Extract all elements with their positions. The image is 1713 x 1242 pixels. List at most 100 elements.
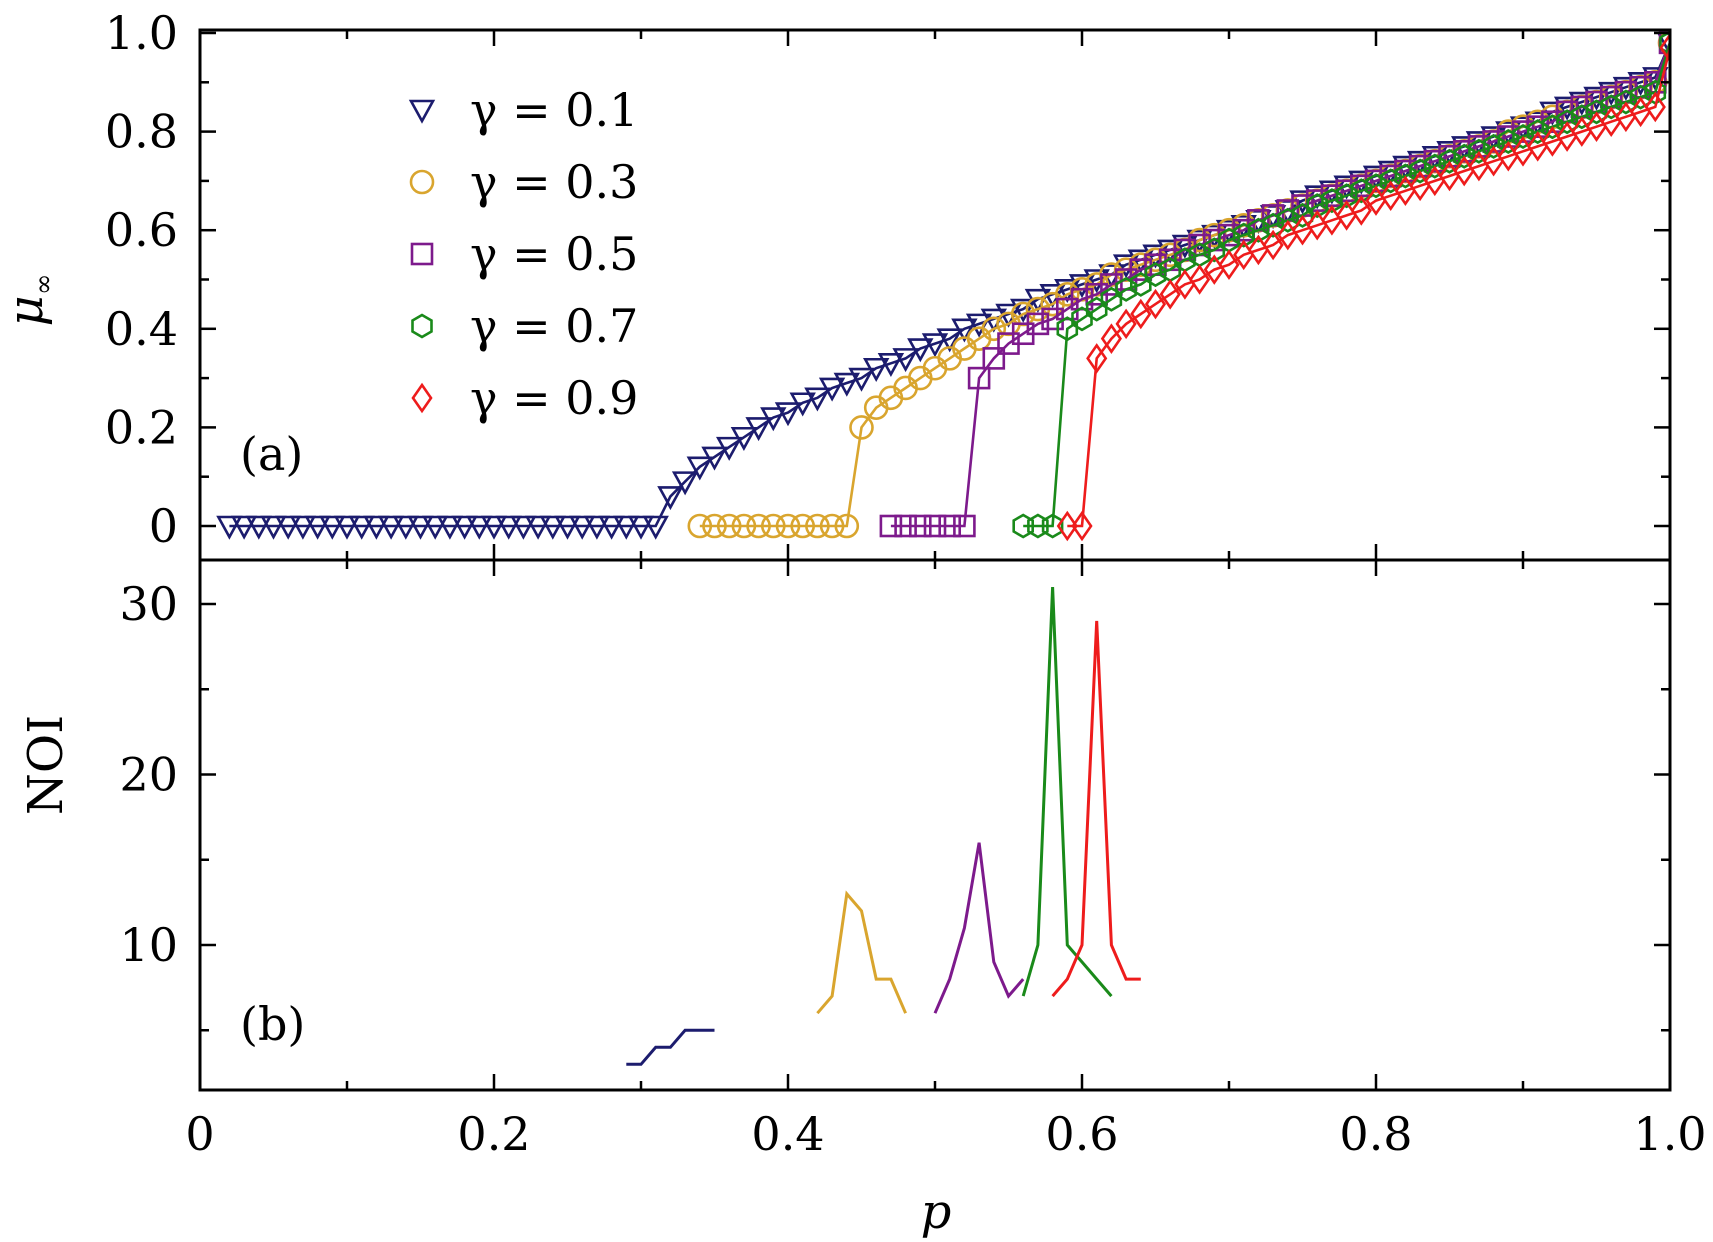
panel-a-series-0.9-point [1262,229,1284,261]
panel-a-series-0.7-point [1027,513,1049,539]
panel-a-series-0.7-point [1453,143,1475,169]
panel-a-y-tick-label: 0.8 [105,105,178,159]
panel-a-series-0.1-point [510,515,537,540]
panel-a-series-0.1-point [289,515,317,540]
panel-a-series-0.9-point [1659,32,1670,64]
panel-a-y-tick-label: 0 [149,499,178,553]
panel-a-series-0.1-point [569,515,596,540]
panel-a-series-0.5-point [1129,258,1153,281]
panel-a-series-0.7-point [1056,316,1079,342]
panel-a-y-tick-label: 1.0 [105,6,178,60]
panel-a-series-0.7-point [1262,212,1284,238]
panel-a-series-0.7-point [1468,138,1490,164]
panel-a-series-0.7-point [1247,217,1270,243]
panel-a-series-0.1-point [466,515,493,540]
panel-a-series-0.1-point [319,515,346,540]
panel-b-series-line [626,1028,715,1066]
panel-a-series-0.7-point [1085,296,1108,322]
axis-ticks: 0 0.2 0.4 0.6 0.8 1.0 10 20 30 0 0.2 0.4 0.6 0.8 1.0 [105,6,1707,1161]
panel-a-y-tick-label: 0.6 [105,203,178,257]
panel-a-series-0.7-point [1277,207,1299,233]
panel-a-series-0.5-point [1026,312,1050,336]
panel-a-series-0.7-point [1365,173,1387,199]
panel-a-series-0.1-line [229,42,1670,528]
panel-a-series-0.1-point [348,515,375,540]
panel-a-series-0.1-point [863,357,890,382]
panel-a-series-0.1-point [436,515,464,540]
panel-b-series-line [816,890,907,1015]
panel-a-series-0.7-point [1571,104,1593,130]
panel-a-series-0.3-point [834,513,860,539]
panel-a-y-tick-label: 0.4 [105,302,178,356]
x-tick-label: 0 [185,1107,214,1161]
panel-a-series-0.3-point [849,415,874,440]
panel-a-series-0.1-point [363,515,390,540]
panel-a-series-0.1-point [716,436,743,461]
panel-a-series-0.9-point [1115,308,1137,340]
panel-a-series-0.1-point [877,353,905,378]
panel-a-y-axis-label: μ∞ [0,274,59,327]
panel-a-series-0.3-point [775,513,801,539]
panel-a-series-0.3-point [981,316,1007,342]
panel-a-series-0.1-point [642,515,669,540]
panel-b-plot-area [626,586,1141,1066]
panel-a-series-0.1-point [657,486,684,511]
panel-a-series-0.9-point [1350,195,1372,226]
panel-a-series-0.1-point [804,387,831,412]
panel-a-series-0.7-point [1306,193,1328,219]
legend-label: γ = 0.5 [470,227,638,281]
panel-a-series-0.5-point [923,514,947,538]
panel-a-series-0.3-point [819,513,845,539]
legend-label: γ = 0.9 [470,371,638,425]
panel-a-series-0.7-point [1409,158,1431,184]
panel-b-y-tick-label: 20 [119,748,178,802]
panel-a-series-0.7-point [1203,237,1226,263]
panel-a-series-0.1-point [613,515,640,540]
panel-a-series-0.9-point [1644,91,1666,123]
panel-a-series-0.1-point [1010,298,1037,323]
panel-a-series-0.5-point [1100,273,1123,296]
x-tick-label: 0.8 [1339,1107,1412,1161]
panel-a-series-0.9-point [1144,288,1167,320]
panel-a-series-0.1-point [583,515,611,540]
panel-b-series-line [933,842,1025,1014]
panel-a-series-0.1-point [392,515,419,540]
panel-b-y-tick-label: 10 [119,918,178,972]
legend-label: γ = 0.3 [470,155,638,209]
panel-a-series-0.1-point [451,515,478,540]
panel-a-series-0.7-point [1482,133,1505,159]
panel-b-label: (b) [240,997,305,1051]
panel-a-series-0.3-point [790,513,816,539]
panel-a-series-0.9-point [1189,264,1211,295]
legend-marker [411,313,433,339]
panel-a-series-0.1-point [230,515,258,540]
x-tick-label: 0.4 [751,1107,824,1161]
panel-a-series-0.1-point [671,471,699,496]
x-tick-label: 1.0 [1633,1107,1706,1161]
panel-a-series-0.1-point [422,515,449,540]
panel-a-y-tick-label: 0.2 [105,400,178,454]
panel-a-series-0.9-point [1130,298,1152,330]
panel-a-series-0.9-point [1100,323,1122,354]
panel-a-label: (a) [240,427,303,481]
panel-a-series-0.7-point [1379,168,1402,194]
panel-a-series-0.1-point [377,515,405,540]
panel-a-series-0.7-point [1512,123,1534,150]
panel-a-series-0.7-point [1115,276,1137,302]
legend-marker [411,382,433,414]
legend-marker [409,169,435,195]
panel-a-series-0.7-point [1615,89,1637,115]
panel-a-series-0.1-point [774,402,802,427]
panel-a-series-0.1-point [936,328,963,353]
legend-marker [408,99,436,124]
panel-a-series-0.3-point [702,513,727,539]
panel-a-series-0.7-point [1424,153,1446,179]
panel-a-series-0.5-point [908,514,932,538]
legend-label: γ = 0.1 [470,83,638,137]
panel-a-series-0.5-point [938,514,962,538]
panel-b-series-line [1021,586,1113,998]
panel-a-series-0.5-point [982,347,1006,370]
panel-a-series-0.3-point [731,513,757,539]
panel-a-series-0.1-point [951,318,978,343]
